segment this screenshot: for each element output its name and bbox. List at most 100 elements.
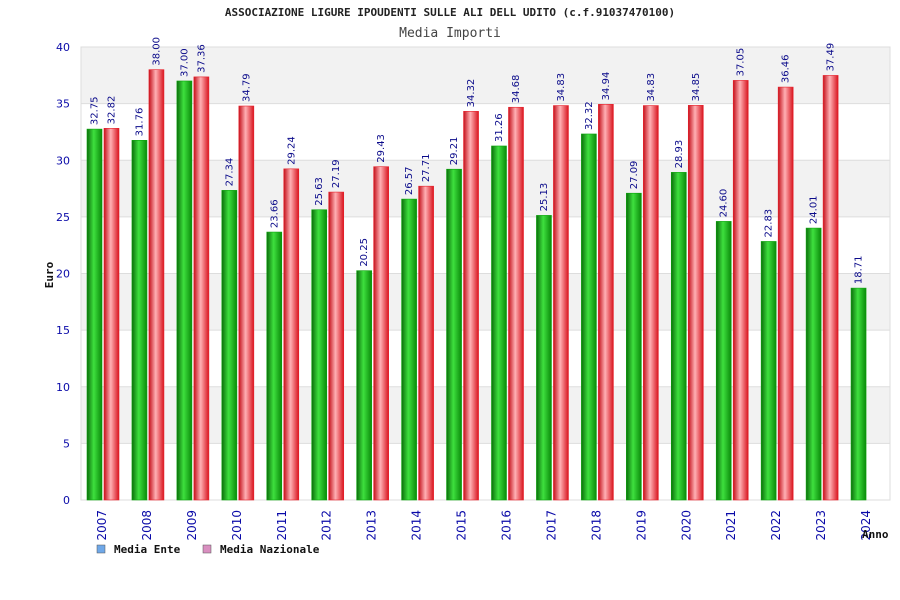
data-label: 27.34 [224, 158, 235, 187]
bar-media-nazionale [553, 105, 569, 501]
chart-subtitle: Media Importi [399, 26, 501, 41]
data-label: 23.66 [269, 199, 280, 228]
x-tick-label: 2010 [230, 510, 244, 541]
x-tick-label: 2012 [320, 510, 334, 541]
x-tick-label: 2018 [589, 510, 603, 541]
bar-media-nazionale [687, 105, 704, 501]
x-axis-title: Anno [862, 528, 889, 541]
data-label: 25.63 [314, 177, 325, 206]
bar-media-ente [356, 270, 372, 501]
x-tick-label: 2008 [140, 510, 154, 541]
bar-media-ente [491, 145, 507, 501]
bar-media-nazionale [508, 106, 524, 501]
bar-media-nazionale [238, 105, 255, 501]
data-label: 34.32 [466, 79, 477, 108]
data-label: 37.36 [196, 44, 207, 73]
bar-media-ente [266, 231, 283, 501]
data-label: 37.05 [736, 48, 747, 77]
grid-band [81, 216, 890, 274]
grid-band [81, 330, 890, 387]
gridlines [81, 46, 890, 501]
y-tick-label: 0 [63, 494, 70, 507]
legend: Media Ente Media Nazionale [96, 543, 320, 556]
x-axis-ticks: 2007 2008 2009 2010 2011 2012 2013 2014 2015 2016… [95, 510, 873, 541]
bar-media-ente [176, 80, 193, 501]
bar-media-ente [221, 190, 238, 501]
data-label: 29.43 [376, 134, 387, 163]
x-tick-label: 2013 [365, 510, 379, 541]
bar-media-nazionale [103, 128, 120, 501]
bar-media-ente [805, 227, 822, 501]
y-axis-ticks: 0 5 10 15 20 25 30 35 40 [56, 41, 70, 507]
y-axis-title: Euro [43, 261, 56, 288]
y-tick-label: 5 [63, 437, 70, 450]
x-tick-label: 2015 [455, 510, 469, 541]
bar-media-nazionale [373, 166, 389, 501]
grid-band [81, 47, 890, 104]
bar-media-ente [581, 133, 597, 501]
data-label: 24.01 [809, 195, 820, 224]
data-label: 29.21 [449, 137, 460, 166]
value-labels: 32.75 32.82 31.76 38.00 37.00 37.36 27.34 34.79… [90, 37, 865, 284]
data-label: 25.13 [539, 183, 550, 212]
data-label: 28.93 [674, 140, 685, 169]
y-tick-label: 30 [56, 154, 70, 167]
grid-band [81, 273, 890, 331]
bar-media-ente [850, 287, 867, 501]
y-tick-label: 40 [56, 41, 70, 54]
x-tick-label: 2023 [814, 510, 828, 541]
data-label: 36.46 [781, 54, 792, 83]
bar-media-nazionale [598, 104, 614, 501]
data-label: 20.25 [359, 238, 370, 267]
y-tick-label: 15 [56, 324, 70, 337]
x-tick-label: 2011 [275, 510, 289, 541]
legend-swatch-ente [96, 544, 106, 554]
data-label: 18.71 [854, 255, 865, 284]
grid-band [81, 160, 890, 217]
bar-media-ente [86, 128, 103, 501]
data-label: 34.85 [691, 73, 702, 102]
grid-band [81, 386, 890, 444]
data-label: 29.24 [286, 136, 297, 165]
data-label: 32.82 [107, 96, 118, 125]
data-label: 32.75 [90, 96, 101, 125]
x-tick-label: 2020 [679, 510, 693, 541]
x-tick-label: 2022 [769, 510, 783, 541]
bar-media-ente [536, 215, 552, 501]
grid-band [81, 103, 890, 161]
data-label: 31.76 [134, 108, 145, 137]
data-label: 27.19 [331, 159, 342, 188]
x-tick-label: 2024 [859, 510, 873, 541]
data-label: 34.79 [241, 73, 252, 102]
y-tick-label: 10 [56, 381, 70, 394]
x-tick-label: 2021 [724, 510, 738, 541]
legend-label-nazionale: Media Nazionale [220, 543, 320, 556]
bar-media-ente [311, 209, 328, 501]
bar-media-ente [401, 198, 417, 501]
bar-media-nazionale [283, 168, 300, 501]
legend-label-ente: Media Ente [114, 543, 181, 556]
x-tick-label: 2017 [544, 510, 558, 541]
bar-media-ente [446, 168, 462, 501]
data-label: 22.83 [764, 209, 775, 238]
data-label: 34.83 [646, 73, 657, 102]
x-tick-label: 2014 [410, 510, 424, 541]
bar-media-nazionale [822, 75, 839, 501]
bar-media-nazionale [732, 80, 749, 501]
x-tick-label: 2019 [634, 510, 648, 541]
x-tick-label: 2016 [500, 510, 514, 541]
data-label: 26.57 [404, 166, 415, 195]
bar-media-nazionale [418, 185, 434, 501]
bar-media-ente [760, 241, 777, 501]
bar-media-ente [131, 140, 148, 501]
data-label: 24.60 [719, 189, 730, 218]
bar-media-nazionale [643, 105, 659, 501]
bar-media-nazionale [193, 76, 210, 501]
grid-bands [80, 46, 891, 501]
data-label: 27.09 [629, 161, 640, 190]
x-tick-label: 2009 [185, 510, 199, 541]
data-label: 34.83 [556, 73, 567, 102]
data-label: 34.94 [601, 72, 612, 101]
data-label: 37.00 [179, 48, 190, 77]
